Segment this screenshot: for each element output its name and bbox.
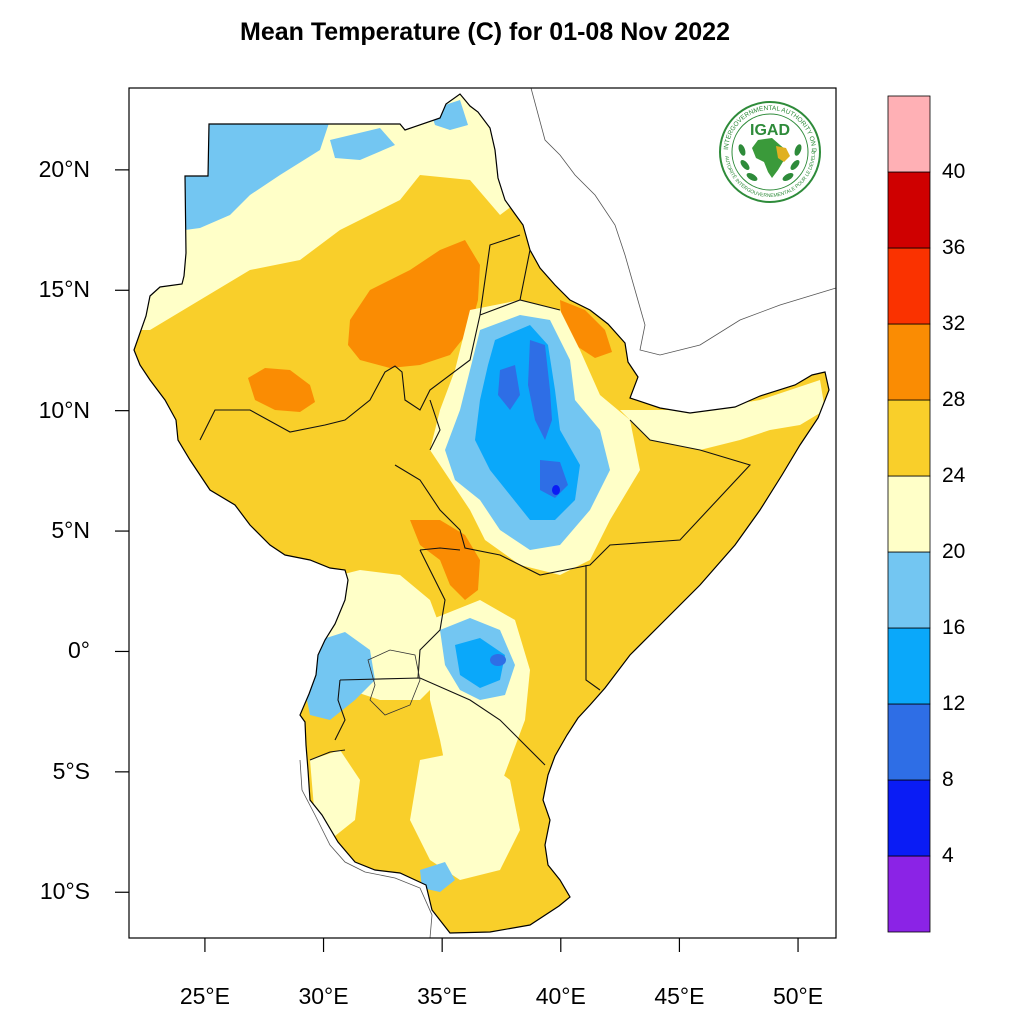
longitude-tick-label: 40°E [535, 983, 586, 1009]
longitude-tick-label: 30°E [298, 983, 349, 1009]
neighbor-borders [299, 87, 837, 939]
field-pale-east [620, 380, 825, 450]
latitude-tick-label: 10°S [39, 878, 90, 905]
field-lightblue-north2 [330, 128, 395, 160]
field-darkblue-highlands3 [498, 365, 520, 410]
colorbar-label: 20 [942, 540, 966, 563]
map-frame [128, 87, 837, 939]
lake-victoria-outline [367, 649, 421, 716]
longitude-ticks [204, 938, 799, 952]
colorbar-label: 28 [942, 388, 966, 411]
colorbar-swatch [887, 703, 931, 781]
latitude-tick-label: 15°N [38, 276, 90, 303]
field-verycool-spot [552, 485, 560, 495]
colorbar-swatch [887, 779, 931, 857]
longitude-tick-label: 45°E [654, 983, 705, 1009]
colorbar-label: 24 [942, 464, 966, 487]
colorbar-swatch [887, 551, 931, 629]
field-blue-kenya [455, 638, 505, 688]
longitude-tick-label: 25°E [179, 983, 230, 1009]
field-pale-tanzania [410, 750, 520, 880]
logo-text: IGAD [750, 122, 790, 139]
field-hot-coast [560, 300, 612, 358]
colorbar [887, 95, 931, 933]
country-borders [199, 234, 752, 766]
field-lightblue-northwest [185, 120, 330, 230]
colorbar-swatch [887, 323, 931, 401]
colorbar-swatch [887, 171, 931, 249]
field-darkblue-highlands2 [540, 460, 568, 498]
colorbar-label: 36 [942, 236, 966, 259]
colorbar-swatch [887, 399, 931, 477]
colorbar-label: 8 [942, 768, 954, 791]
laurel-icon [738, 144, 802, 181]
field-lightblue-lake [305, 632, 375, 720]
latitude-tick-label: 5°N [51, 517, 90, 544]
colorbar-label: 32 [942, 312, 966, 335]
colorbar-label: 40 [942, 160, 966, 183]
longitude-tick-label: 35°E [417, 983, 468, 1009]
colorbar-swatch [887, 95, 931, 173]
field-darkblue-highlands [528, 340, 552, 440]
map-title: Mean Temperature (C) for 01-08 Nov 2022 [240, 18, 730, 46]
colorbar-label: 16 [942, 616, 966, 639]
latitude-tick-label: 20°N [38, 155, 90, 182]
field-lightblue-tanzania [420, 862, 455, 892]
colorbar-swatch [887, 475, 931, 553]
latitude-tick-label: 10°N [38, 396, 90, 423]
colorbar-swatch [887, 247, 931, 325]
field-darkblue-kenya [490, 654, 506, 666]
colorbar-swatch [887, 627, 931, 705]
colorbar-swatch [887, 855, 931, 933]
field-hot-center [348, 240, 480, 368]
field-hot-west [248, 368, 315, 412]
latitude-ticks [115, 169, 129, 893]
colorbar-label: 12 [942, 692, 966, 715]
latitude-tick-label: 0° [68, 637, 90, 664]
colorbar-label: 4 [942, 844, 954, 867]
latitude-tick-label: 5°S [52, 757, 90, 784]
horn-of-africa-icon [776, 146, 790, 162]
longitude-tick-label: 50°E [772, 983, 824, 1009]
